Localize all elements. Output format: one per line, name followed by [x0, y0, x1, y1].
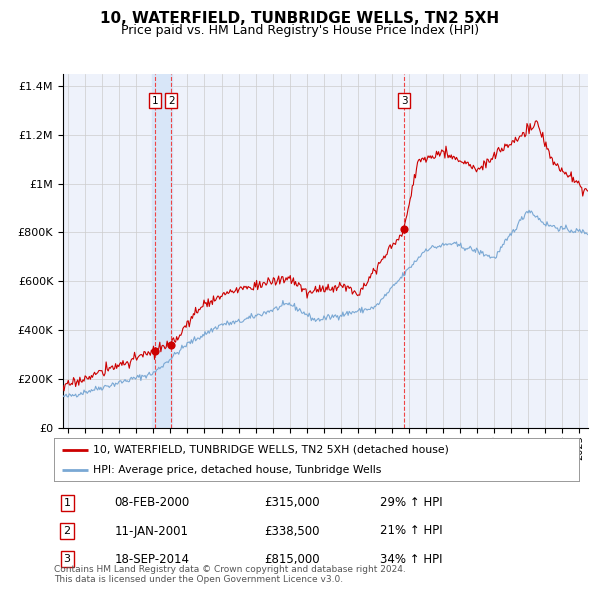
Text: £315,000: £315,000 — [264, 496, 320, 509]
Text: 2: 2 — [64, 526, 71, 536]
Text: 10, WATERFIELD, TUNBRIDGE WELLS, TN2 5XH (detached house): 10, WATERFIELD, TUNBRIDGE WELLS, TN2 5XH… — [94, 445, 449, 455]
Point — [151, 346, 160, 356]
Text: 3: 3 — [64, 555, 71, 564]
Text: £338,500: £338,500 — [264, 525, 320, 537]
Text: 10, WATERFIELD, TUNBRIDGE WELLS, TN2 5XH: 10, WATERFIELD, TUNBRIDGE WELLS, TN2 5XH — [100, 11, 500, 25]
Text: 34% ↑ HPI: 34% ↑ HPI — [380, 553, 442, 566]
Text: 29% ↑ HPI: 29% ↑ HPI — [380, 496, 442, 509]
Text: 2: 2 — [168, 96, 175, 106]
Bar — [152, 74, 172, 428]
Text: 21% ↑ HPI: 21% ↑ HPI — [380, 525, 442, 537]
Text: 08-FEB-2000: 08-FEB-2000 — [115, 496, 190, 509]
Point — [166, 340, 176, 350]
Text: Contains HM Land Registry data © Crown copyright and database right 2024.
This d: Contains HM Land Registry data © Crown c… — [54, 565, 406, 584]
Text: 18-SEP-2014: 18-SEP-2014 — [115, 553, 190, 566]
Point — [400, 224, 409, 234]
Text: HPI: Average price, detached house, Tunbridge Wells: HPI: Average price, detached house, Tunb… — [94, 466, 382, 475]
Text: 3: 3 — [401, 96, 407, 106]
Text: 1: 1 — [152, 96, 158, 106]
Text: 11-JAN-2001: 11-JAN-2001 — [115, 525, 188, 537]
Text: £815,000: £815,000 — [264, 553, 320, 566]
Text: Price paid vs. HM Land Registry's House Price Index (HPI): Price paid vs. HM Land Registry's House … — [121, 24, 479, 37]
Text: 1: 1 — [64, 498, 71, 507]
